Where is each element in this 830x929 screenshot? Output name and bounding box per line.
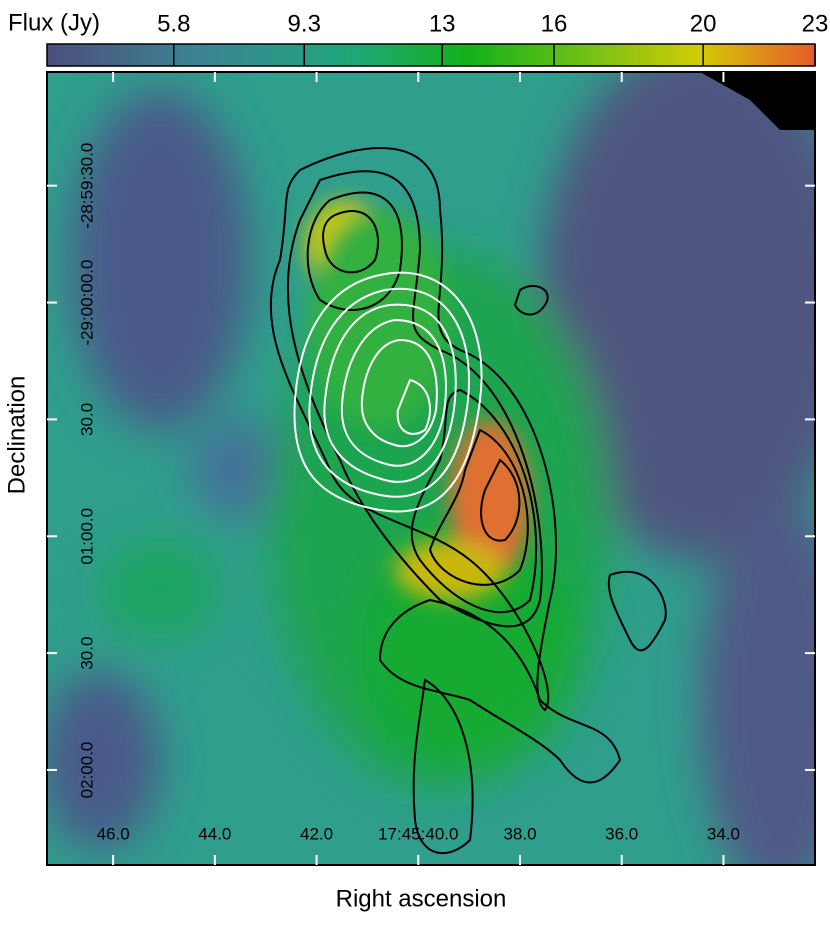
colorbar-tick-label: 16 bbox=[541, 10, 568, 37]
x-tick-label: 46.0 bbox=[97, 824, 130, 843]
y-tick-label: 30.0 bbox=[77, 637, 96, 670]
x-tick-label: 36.0 bbox=[605, 824, 638, 843]
x-tick-label: 38.0 bbox=[503, 824, 536, 843]
y-tick-label: -29:00:00.0 bbox=[77, 260, 96, 346]
x-tick-label: 17:45:40.0 bbox=[378, 824, 458, 843]
y-tick-label: 01:00.0 bbox=[77, 508, 96, 565]
colorbar-tick-label: 20 bbox=[690, 10, 717, 37]
x-tick-label: 34.0 bbox=[707, 824, 740, 843]
x-tick-label: 44.0 bbox=[198, 824, 231, 843]
plot-frame bbox=[46, 71, 816, 866]
y-axis-label: Declination bbox=[3, 376, 30, 495]
colorbar-tick-label: 13 bbox=[429, 10, 456, 37]
colorbar bbox=[46, 43, 816, 67]
y-tick-label: 02:00.0 bbox=[77, 742, 96, 799]
colorbar-tick-label: 23 bbox=[802, 10, 829, 37]
y-tick-label: 30.0 bbox=[77, 403, 96, 436]
colorbar-tick-label: 5.8 bbox=[157, 10, 190, 37]
contours-black bbox=[269, 146, 667, 855]
x-tick-label: 42.0 bbox=[300, 824, 333, 843]
contours-white bbox=[293, 271, 483, 513]
colorbar-label: Flux (Jy) bbox=[8, 9, 100, 36]
colorbar-tick-label: 9.3 bbox=[288, 10, 321, 37]
x-axis-label: Right ascension bbox=[336, 885, 507, 912]
y-tick-label: -28:59:30.0 bbox=[77, 143, 96, 229]
image bbox=[47, 72, 815, 865]
